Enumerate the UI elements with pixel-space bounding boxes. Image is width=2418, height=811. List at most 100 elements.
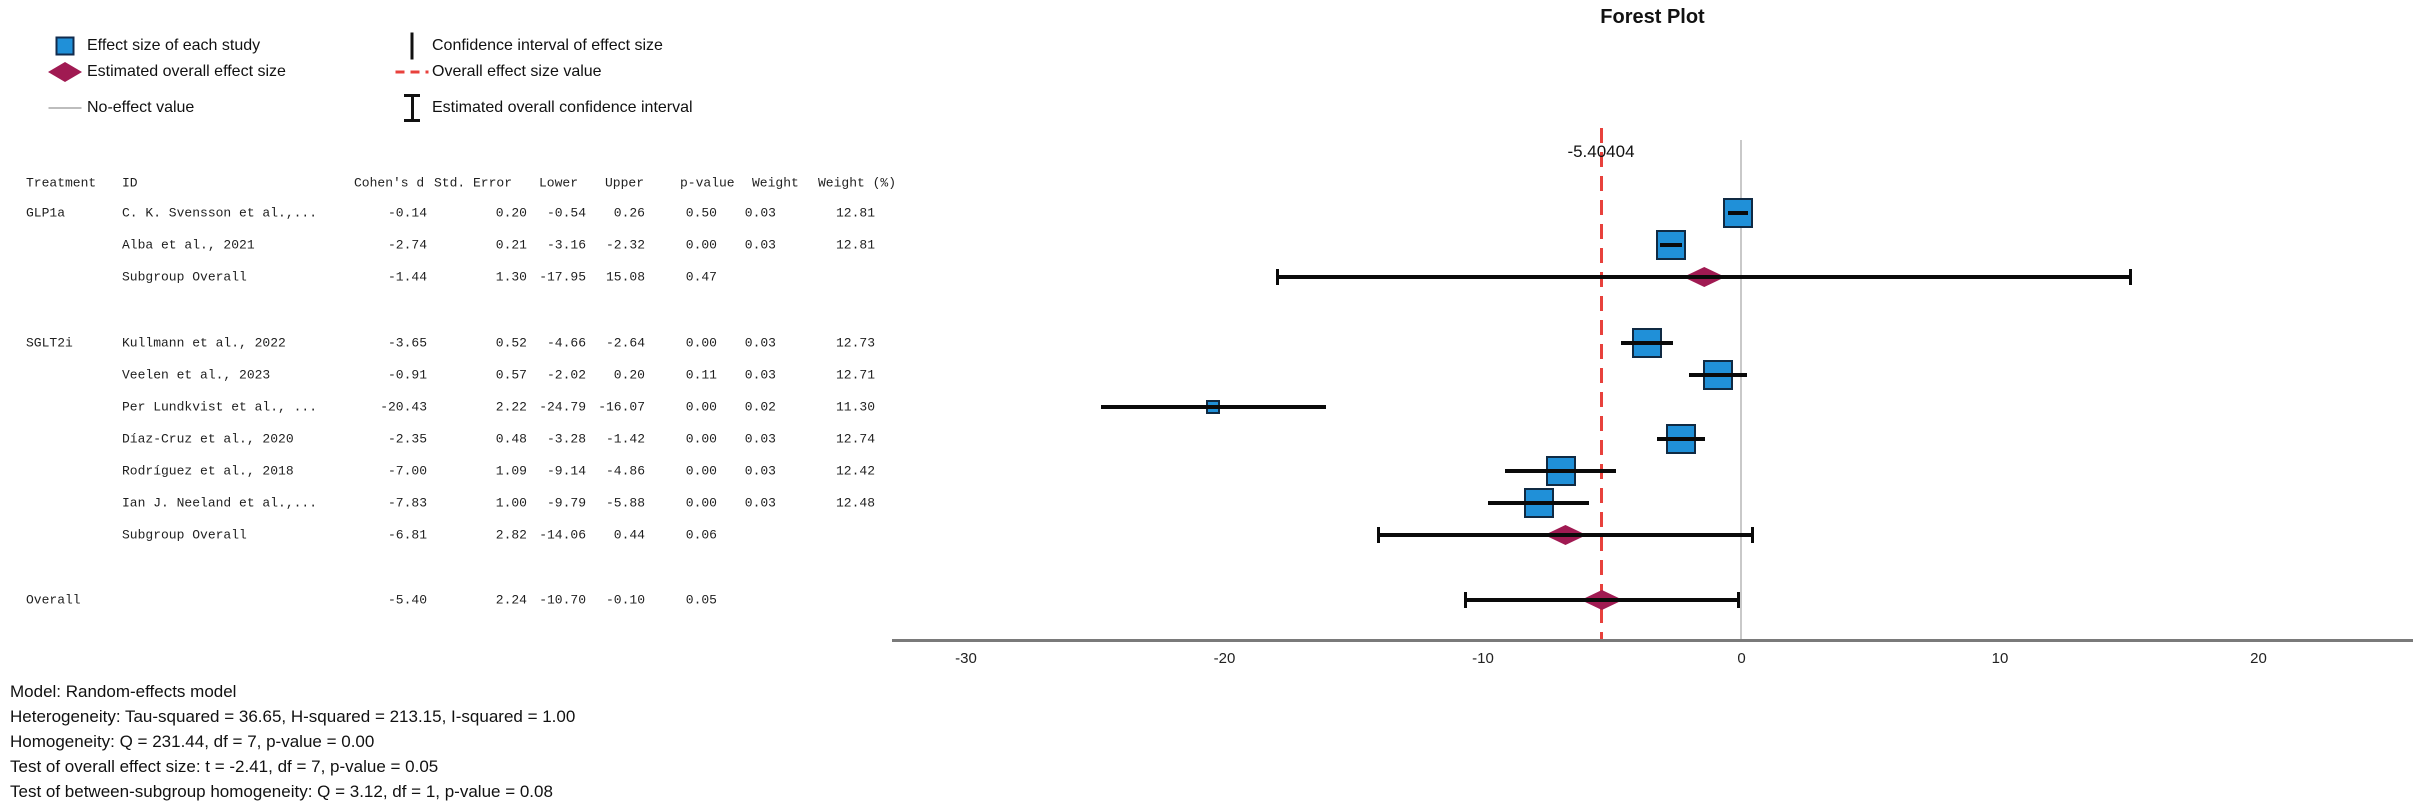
table-cell-p_value: 0.47 (685, 269, 717, 285)
table-cell-upper: 0.44 (613, 527, 645, 543)
table-cell-weight: 0.03 (744, 431, 776, 447)
summary-ci-line (1378, 533, 1753, 537)
table-cell-cohens_d: -3.65 (387, 335, 427, 351)
table-cell-lower: -2.02 (546, 367, 586, 383)
table-cell-p_value: 0.00 (685, 335, 717, 351)
table-cell-weight_pct: 12.42 (835, 463, 875, 479)
table-cell-weight_pct: 12.81 (835, 205, 875, 221)
footer-stat-line: Test of overall effect size: t = -2.41, … (10, 757, 439, 776)
table-cell-p_value: 0.50 (685, 205, 717, 221)
table-cell-cohens_d: -5.40 (387, 592, 427, 608)
table-cell-weight_pct: 11.30 (835, 399, 875, 415)
table-cell-lower: -14.06 (539, 527, 586, 543)
table-cell-p_value: 0.00 (685, 495, 717, 511)
table-cell-weight_pct: 12.73 (835, 335, 875, 351)
table-header-cell: Upper (605, 175, 645, 191)
table-cell-weight: 0.03 (744, 205, 776, 221)
table-cell-weight: 0.03 (744, 463, 776, 479)
table-cell-upper: -16.07 (598, 399, 645, 415)
table-cell-upper: -0.10 (605, 592, 645, 608)
table-cell-p_value: 0.00 (685, 399, 717, 415)
table-header-cell: ID (122, 175, 138, 191)
table-header-cell: p-value (680, 175, 735, 191)
ci-line (1505, 469, 1616, 473)
legend: Effect size of each study Estimated overa… (0, 0, 2418, 122)
summary-ci-cap-right (2129, 269, 2133, 285)
table-cell-p_value: 0.00 (685, 237, 717, 253)
table-cell-std_error: 1.00 (495, 495, 527, 511)
table-cell-upper: -1.42 (605, 431, 645, 447)
table-cell-id: Rodríguez et al., 2018 (122, 463, 294, 479)
axis-tick-label: 10 (1991, 650, 2009, 667)
table-cell-id: Díaz-Cruz et al., 2020 (122, 431, 294, 447)
footer-stat-line: Heterogeneity: Tau-squared = 36.65, H-sq… (10, 707, 576, 726)
table-header-cell: Lower (539, 175, 579, 191)
table-cell-lower: -9.14 (546, 463, 586, 479)
overall-ci-icon (404, 94, 420, 122)
summary-ci-cap-left (1276, 269, 1280, 285)
axis-tick-label: -10 (1472, 650, 1494, 667)
ci-line (1727, 211, 1749, 215)
overall-diamond-icon (48, 62, 82, 82)
table-cell-treatment: GLP1a (26, 205, 66, 221)
table-cell-p_value: 0.00 (685, 463, 717, 479)
table-header-cell: Weight (%) (818, 175, 897, 191)
table-cell-treatment: SGLT2i (26, 335, 73, 351)
table-cell-weight: 0.03 (744, 237, 776, 253)
table-cell-std_error: 0.21 (495, 237, 527, 253)
table-cell-std_error: 0.57 (495, 367, 527, 383)
legend-item-label: Estimated overall effect size (87, 63, 286, 80)
table-header-cell: Cohen's d (354, 175, 425, 191)
table-cell-weight_pct: 12.74 (835, 431, 875, 447)
table-cell-std_error: 1.09 (495, 463, 527, 479)
ci-line (1621, 341, 1674, 345)
footer-stat-line: Model: Random-effects model (10, 682, 237, 701)
table-cell-lower: -4.66 (546, 335, 586, 351)
legend-item-label: Effect size of each study (87, 37, 261, 54)
table-cell-id: Subgroup Overall (122, 269, 247, 285)
legend-item-label: Confidence interval of effect size (432, 37, 663, 54)
table-cell-std_error: 2.22 (495, 399, 527, 415)
ci-line (1488, 501, 1590, 505)
table-cell-std_error: 0.48 (495, 431, 527, 447)
table-cell-upper: -5.88 (605, 495, 645, 511)
table-cell-upper: -4.86 (605, 463, 645, 479)
table-cell-p_value: 0.00 (685, 431, 717, 447)
axis-tick-label: 0 (1737, 650, 1746, 667)
table-cell-weight_pct: 12.48 (835, 495, 875, 511)
overall-dashed-icon (395, 70, 429, 74)
table-cell-p_value: 0.05 (685, 592, 717, 608)
table-cell-cohens_d: -2.35 (387, 431, 427, 447)
legend-item-label: Overall effect size value (432, 63, 602, 80)
summary-ci-cap-right (1736, 592, 1740, 608)
table-cell-lower: -0.54 (546, 205, 586, 221)
table-cell-weight: 0.03 (744, 335, 776, 351)
summary-ci-line (1277, 275, 2132, 279)
ci-line (1100, 405, 1327, 409)
table-cell-cohens_d: -7.83 (387, 495, 427, 511)
no-effect-line (1740, 140, 1742, 640)
ci-line (1656, 437, 1705, 441)
table-cell-cohens_d: -20.43 (380, 399, 427, 415)
table-cell-cohens_d: -2.74 (387, 237, 427, 253)
table-cell-std_error: 2.24 (495, 592, 527, 608)
table-cell-id: C. K. Svensson et al.,... (122, 205, 318, 221)
table-cell-lower: -3.28 (546, 431, 586, 447)
ci-line (1689, 373, 1747, 377)
ci-line-icon (410, 32, 414, 60)
table-header-cell: Std. Error (434, 175, 513, 191)
table-cell-id: Kullmann et al., 2022 (122, 335, 286, 351)
table-cell-weight: 0.02 (744, 399, 776, 415)
table-cell-id: Ian J. Neeland et al.,... (122, 495, 318, 511)
legend-item-label: Estimated overall confidence interval (432, 99, 693, 116)
table-cell-upper: 0.20 (613, 367, 645, 383)
table-cell-std_error: 2.82 (495, 527, 527, 543)
table-cell-upper: -2.32 (605, 237, 645, 253)
study-square-icon (55, 36, 75, 56)
overall-effect-value-label: -5.40404 (1567, 142, 1635, 161)
table-cell-cohens_d: -6.81 (387, 527, 427, 543)
table-cell-std_error: 1.30 (495, 269, 527, 285)
table-cell-weight_pct: 12.71 (835, 367, 875, 383)
table-cell-cohens_d: -1.44 (387, 269, 427, 285)
table-cell-id: Alba et al., 2021 (122, 237, 255, 253)
